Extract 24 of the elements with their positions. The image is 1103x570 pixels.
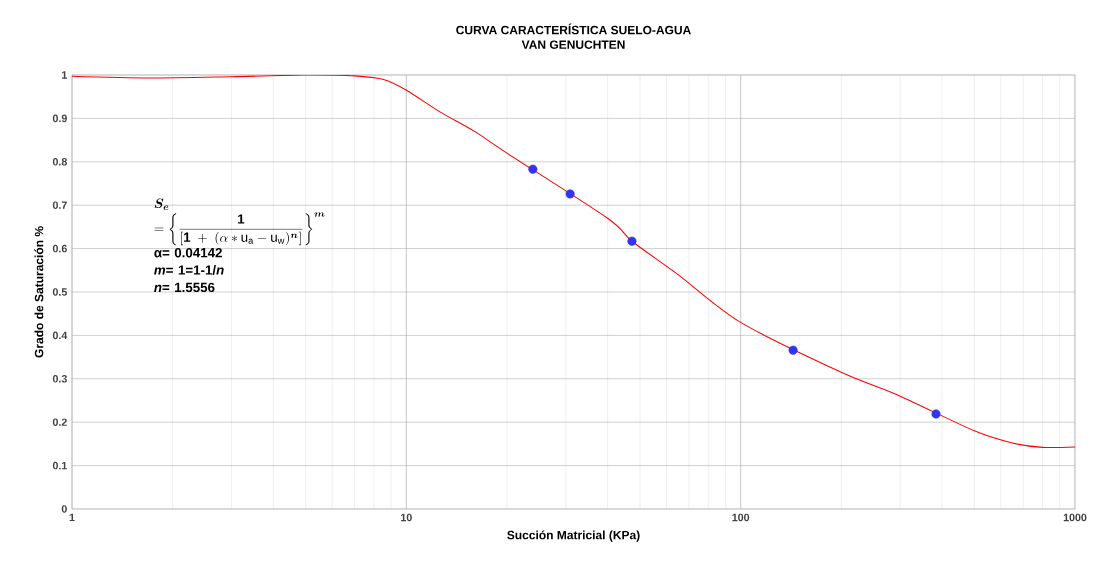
y-tick-label: 0.4 [52,331,68,340]
y-tick-label: 0.2 [52,418,67,426]
x-axis-title: Succión Matricial (KPa) [507,530,640,542]
annotation: $\boldsymbol{S_e}$ [154,198,169,210]
annotation: α= 0.04142 [154,247,222,258]
y-axis-title: Grado de Saturación % [34,226,44,358]
y-tick-label: 0.7 [52,201,67,209]
y-tick-label: 0.5 [52,288,67,296]
x-tick-label: 1 [69,513,75,522]
y-tick-label: 0 [61,505,67,513]
y-tick-label: 0.1 [52,461,67,470]
y-tick-label: 1 [62,71,67,79]
x-tick-label: 1000 [1063,513,1087,522]
chart-subtitle: VAN GENUCHTEN [521,40,625,49]
y-tick-label: 0.6 [52,244,67,253]
annotation: m= 1=1-1/n [154,264,224,275]
y-tick-label: 0.3 [52,375,67,383]
annotation: n= 1.5556 [154,282,215,293]
chart-title: CURVA CARACTERÍSTICA SUELO-AGUA [456,23,691,35]
y-tick-label: 0.9 [52,114,67,123]
y-tick-label: 0.8 [52,158,67,166]
annotation: $=\left\{\dfrac{\mathbf{1}}{\left[\mathbf{1}\;+\;(\alpha*\mathrm{u_a}-\mathrm{u_w})^{\boldsymbol{n}}\right]}\right\}^{\boldsymbol{m}}$ [154,212,325,246]
x-tick-label: 100 [732,513,750,522]
x-tick-label: 10 [401,513,412,522]
